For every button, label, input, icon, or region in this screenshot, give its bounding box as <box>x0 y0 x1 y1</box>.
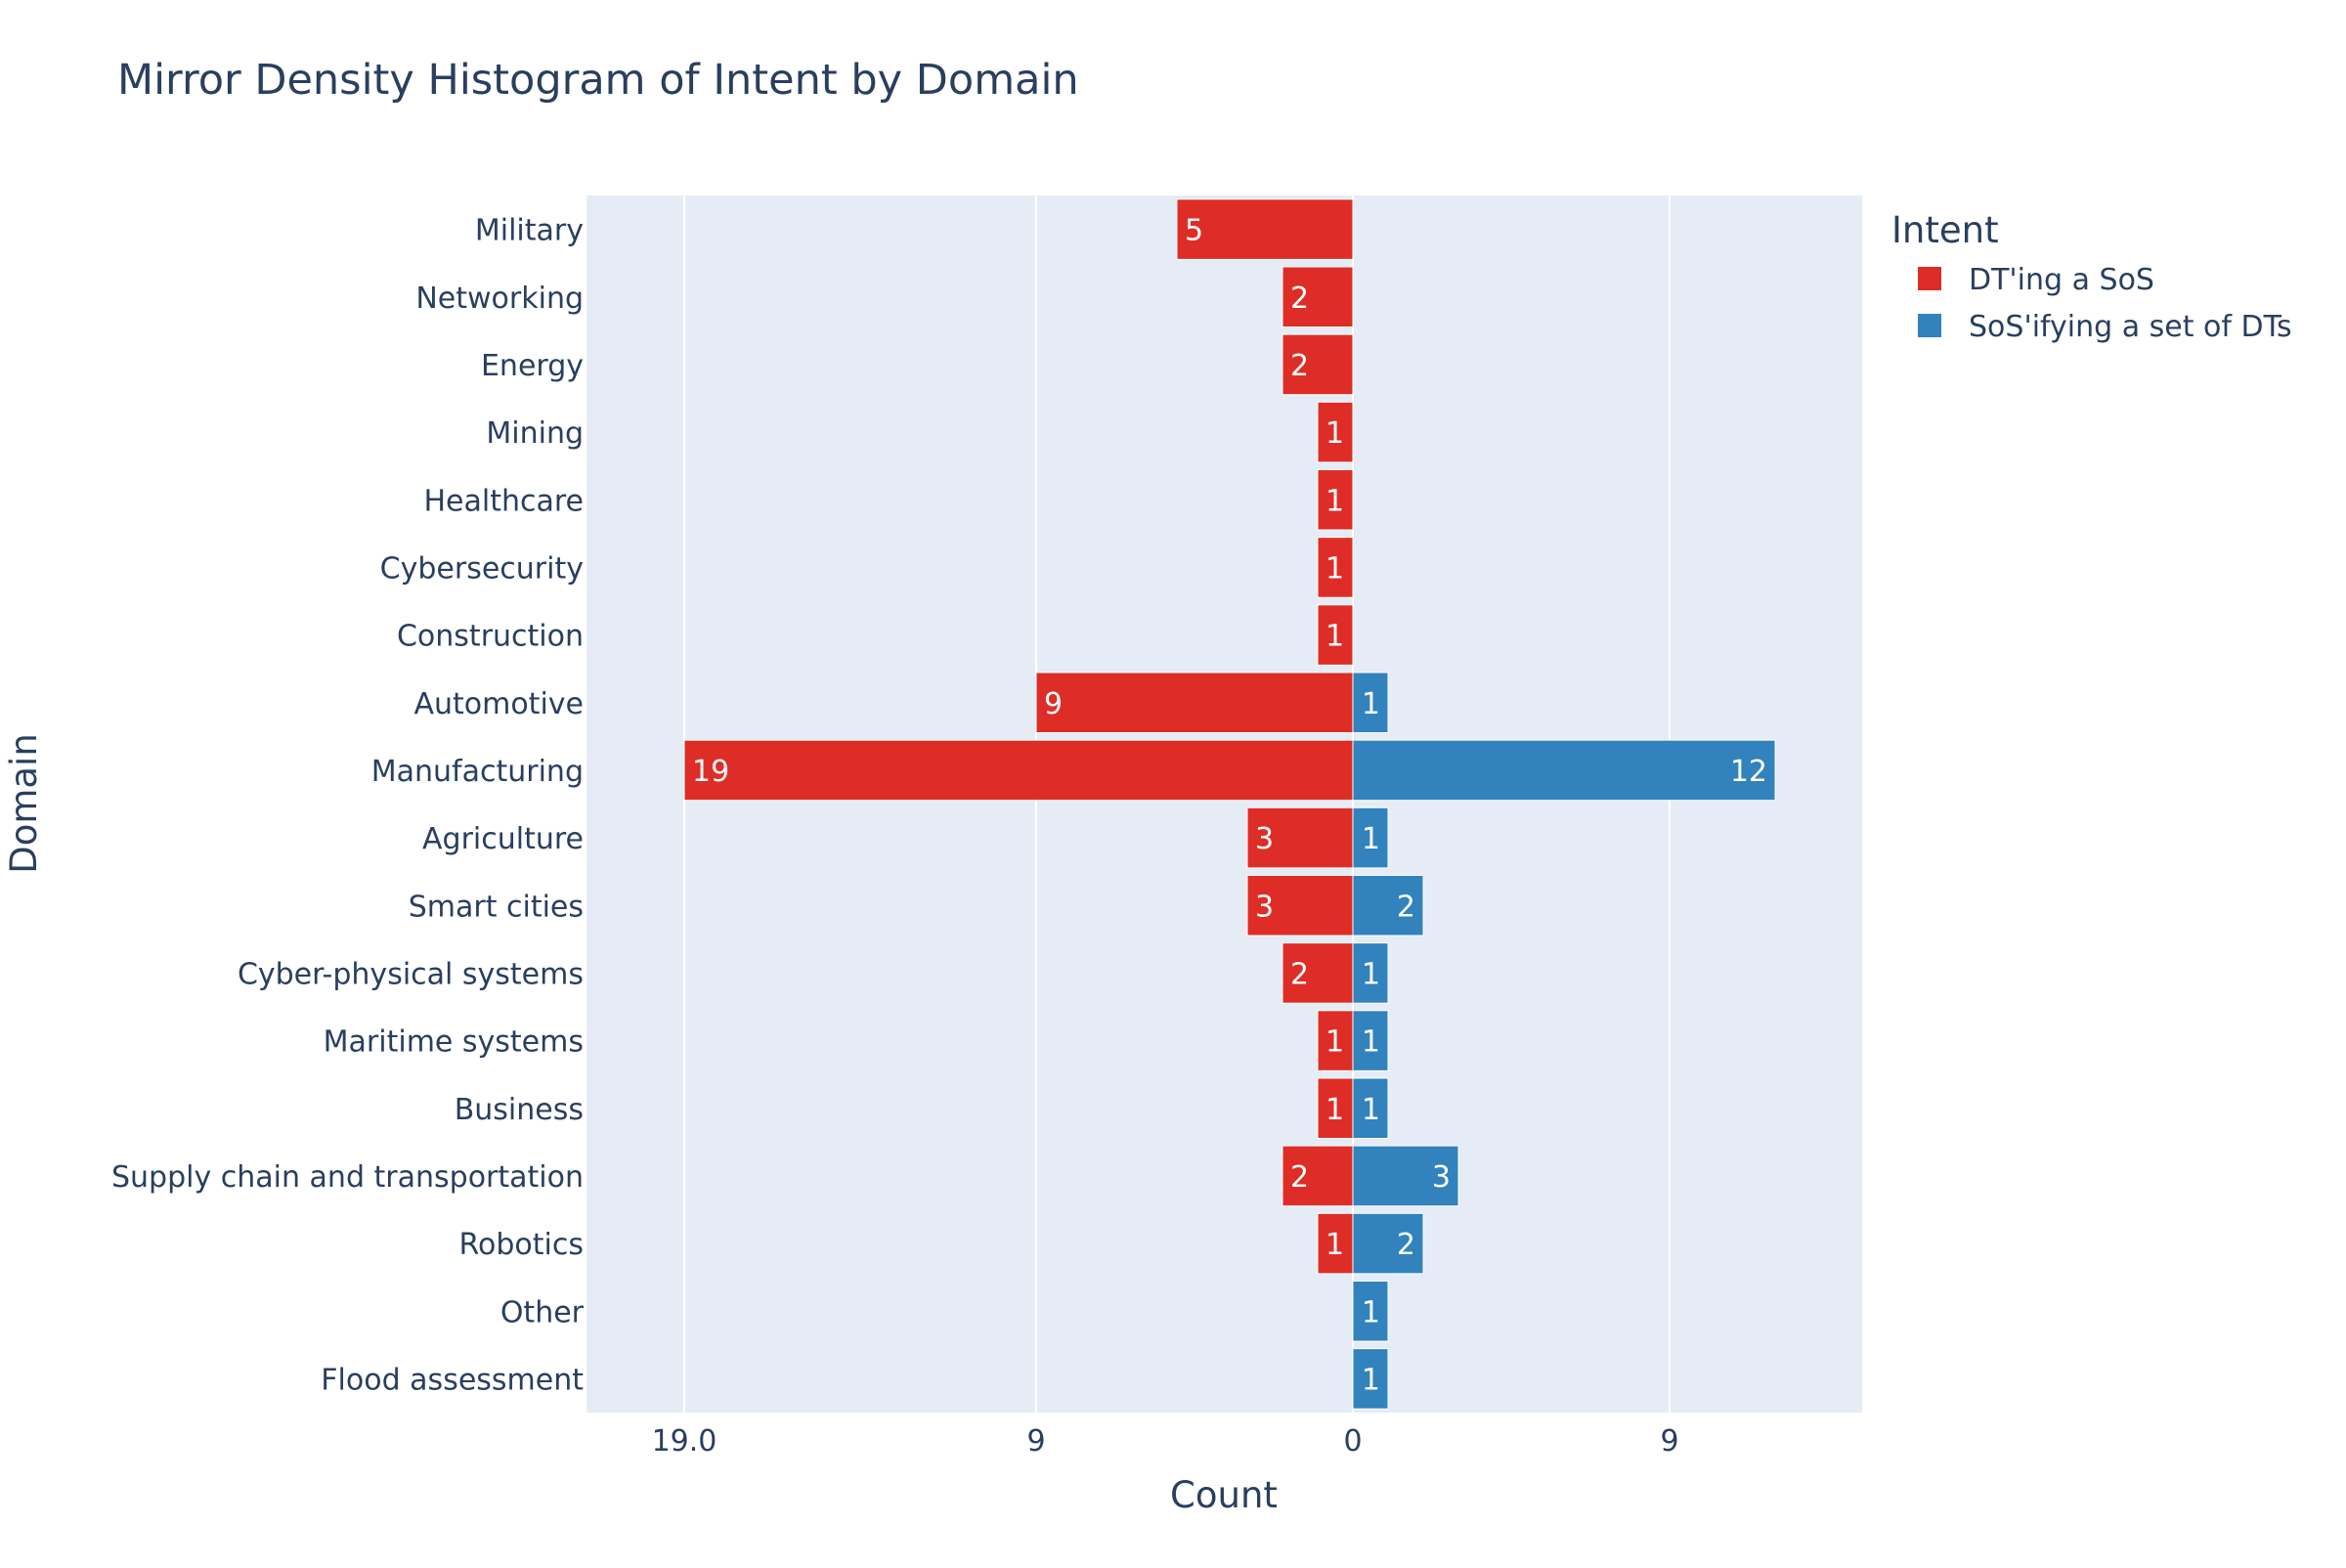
bar <box>1352 672 1389 734</box>
bar <box>1317 537 1354 598</box>
bar-label: 1 <box>1325 416 1344 451</box>
bar <box>683 739 1354 802</box>
y-tick-label: Business <box>455 1093 584 1127</box>
bar-label: 2 <box>1290 957 1309 991</box>
x-axis-ticks: 19.0 9 0 9 <box>652 1424 1679 1459</box>
bar <box>1317 1010 1354 1071</box>
bar-label: 19 <box>692 755 729 789</box>
legend-items: DT'ing a SoS SoS'ifying a set of DTs <box>1918 263 2292 344</box>
bar-label: 1 <box>1362 1093 1380 1127</box>
y-tick-label: Manufacturing <box>371 755 584 789</box>
plot-background <box>586 196 1862 1413</box>
y-axis-title: Domain <box>3 733 45 874</box>
legend-label: DT'ing a SoS <box>1969 263 2154 297</box>
y-tick-label: Construction <box>397 620 584 654</box>
bar <box>1317 1077 1354 1140</box>
bar-label: 1 <box>1325 551 1344 586</box>
legend-label: SoS'ifying a set of DTs <box>1969 310 2292 344</box>
bar-label: 5 <box>1185 214 1203 248</box>
bar <box>1352 1145 1459 1207</box>
bar <box>1282 266 1354 328</box>
bars <box>683 198 1776 1410</box>
bar <box>1352 942 1389 1004</box>
bar-label: 1 <box>1362 957 1380 991</box>
bar <box>1317 468 1354 531</box>
bar <box>1352 1280 1389 1342</box>
bar-label: 1 <box>1325 620 1344 654</box>
y-tick-label: Networking <box>415 282 584 316</box>
y-tick-label: Smart cities <box>409 890 584 924</box>
y-tick-label: Maritime systems <box>324 1025 584 1060</box>
bar <box>1317 604 1354 666</box>
x-tick-label: 9 <box>1026 1424 1045 1459</box>
y-tick-label: Flood assessment <box>321 1363 584 1397</box>
bar <box>1352 1077 1389 1140</box>
bar-label: 1 <box>1325 1093 1344 1127</box>
bar-label: 2 <box>1290 282 1309 316</box>
bar <box>1282 942 1354 1004</box>
bar-label: 1 <box>1362 687 1380 721</box>
y-tick-label: Other <box>500 1295 585 1329</box>
bar-label: 1 <box>1362 822 1380 856</box>
bar-label: 1 <box>1362 1295 1380 1329</box>
bar <box>1352 806 1389 869</box>
legend-swatch <box>1918 267 1941 290</box>
bar <box>1246 874 1354 936</box>
bar-label: 1 <box>1362 1025 1380 1060</box>
bar <box>1035 672 1354 734</box>
chart-title: Mirror Density Histogram of Intent by Do… <box>117 56 1079 105</box>
bar <box>1352 1010 1389 1071</box>
bar-label: 3 <box>1255 822 1274 856</box>
bar <box>1246 806 1354 869</box>
x-tick-label: 9 <box>1660 1424 1678 1459</box>
bar-label: 1 <box>1325 1025 1344 1060</box>
y-tick-label: Healthcare <box>423 484 584 518</box>
bar <box>1352 874 1424 936</box>
bar <box>1352 1212 1424 1275</box>
y-tick-label: Automotive <box>413 687 584 721</box>
bar-label: 2 <box>1290 1160 1309 1195</box>
bar <box>1317 401 1354 463</box>
bar <box>1176 198 1354 260</box>
y-tick-label: Agriculture <box>422 822 584 856</box>
grid-lines <box>683 196 1671 1413</box>
x-axis-title: Count <box>1170 1474 1278 1516</box>
y-tick-label: Cybersecurity <box>380 551 584 586</box>
legend-swatch <box>1918 314 1941 337</box>
y-tick-label: Supply chain and transportation <box>111 1160 584 1195</box>
bar-label: 1 <box>1325 1228 1344 1262</box>
legend-title: Intent <box>1891 209 1999 251</box>
bar-label: 1 <box>1362 1363 1380 1397</box>
y-tick-label: Mining <box>486 416 584 451</box>
y-tick-label: Cyber-physical systems <box>238 957 584 991</box>
bar <box>1282 333 1354 396</box>
bar <box>1352 739 1776 802</box>
bar-label: 3 <box>1432 1160 1451 1195</box>
x-tick-label: 19.0 <box>652 1424 717 1459</box>
legend: Intent DT'ing a SoS SoS'ifying a set of D… <box>1891 209 2292 344</box>
bar-label: 2 <box>1397 890 1415 924</box>
x-tick-label: 0 <box>1343 1424 1362 1459</box>
bar-label: 9 <box>1044 687 1063 721</box>
y-tick-label: Robotics <box>459 1228 584 1262</box>
bar-label: 1 <box>1325 484 1344 518</box>
y-tick-label: Energy <box>481 349 584 383</box>
bar-label: 3 <box>1255 890 1274 924</box>
bar-label: 12 <box>1730 755 1767 789</box>
bar-label: 2 <box>1290 349 1309 383</box>
bar-label: 2 <box>1397 1228 1415 1262</box>
y-tick-label: Military <box>475 214 584 248</box>
bar <box>1352 1348 1389 1410</box>
y-axis-ticks: Military Networking Energy Mining Healthcare… <box>111 214 585 1398</box>
